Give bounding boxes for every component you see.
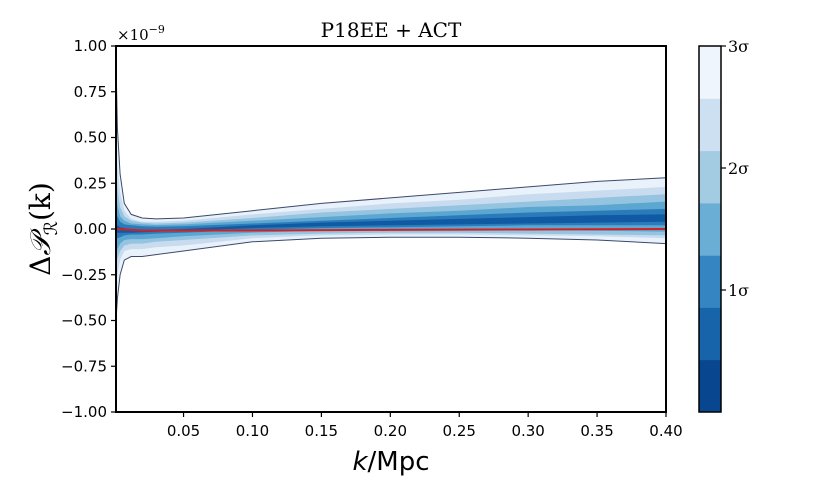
contour-band-2 xyxy=(116,119,666,288)
x-tick-label: 0.10 xyxy=(236,422,269,440)
colorbar-segment xyxy=(699,46,721,99)
x-tick-label: 0.20 xyxy=(374,422,407,440)
contour-bands xyxy=(116,60,666,321)
colorbar-segment xyxy=(699,307,721,361)
y-tick-label: 0.75 xyxy=(74,83,107,101)
y-tick-label: −1.00 xyxy=(61,403,107,421)
x-tick-label: 0.30 xyxy=(511,422,544,440)
chart-title: P18EE + ACT xyxy=(321,18,462,42)
y-axis-label: Δ𝒫ℛ(k) xyxy=(24,182,62,276)
contour-outlines xyxy=(116,60,666,321)
y-axis-label-sub: ℛ xyxy=(41,221,62,235)
x-tick-label: 0.25 xyxy=(443,422,476,440)
y-tick-label: 0.00 xyxy=(74,220,107,238)
contour-band-6 xyxy=(116,214,666,233)
colorbar: 3σ 2σ 1σ xyxy=(699,37,749,413)
y-tick-label: 1.00 xyxy=(74,37,107,55)
colorbar-label: 1σ xyxy=(728,281,749,300)
y-tick-label: −0.75 xyxy=(61,357,107,375)
x-axis-label-k: k xyxy=(352,447,368,477)
colorbar-label: 2σ xyxy=(728,159,749,178)
outer-contour-upper xyxy=(116,60,666,220)
x-axis-label: k/Mpc xyxy=(352,447,429,477)
reference-line-group xyxy=(116,228,666,232)
x-tick-label: 0.05 xyxy=(167,422,200,440)
y-tick-label: −0.50 xyxy=(61,312,107,330)
x-tick-label: 0.40 xyxy=(649,422,682,440)
x-tick-label: 0.35 xyxy=(580,422,613,440)
x-axis-label-unit: /Mpc xyxy=(368,447,430,477)
colorbar-segment xyxy=(699,150,721,204)
y-axis-label-delta: Δ xyxy=(24,256,57,276)
y-axis-ticks: 1.00 0.75 0.50 0.25 0.00 −0.25 −0.50 −0.75 −1.00 xyxy=(61,37,116,421)
reference-line xyxy=(116,228,666,232)
colorbar-label: 3σ xyxy=(728,37,749,56)
y-tick-label: −0.25 xyxy=(61,266,107,284)
colorbar-segment xyxy=(699,98,721,152)
outer-contour-lower xyxy=(116,236,666,321)
y-tick-label: 0.50 xyxy=(74,129,107,147)
y-multiplier: ×10−9 xyxy=(117,23,165,44)
colorbar-segment xyxy=(699,359,721,413)
contour-band-1 xyxy=(116,60,666,321)
colorbar-frame xyxy=(698,45,722,413)
x-axis-ticks: 0.05 0.10 0.15 0.20 0.25 0.30 0.35 0.40 xyxy=(167,412,683,440)
contour-band-3 xyxy=(116,155,666,270)
y-tick-label: 0.25 xyxy=(74,174,107,192)
colorbar-segment xyxy=(699,255,721,308)
y-multiplier-base: ×10 xyxy=(117,26,149,44)
y-multiplier-exponent: −9 xyxy=(149,23,165,36)
y-axis-label-args: (k) xyxy=(24,182,57,221)
colorbar-segment xyxy=(699,202,721,256)
x-tick-label: 0.15 xyxy=(305,422,338,440)
